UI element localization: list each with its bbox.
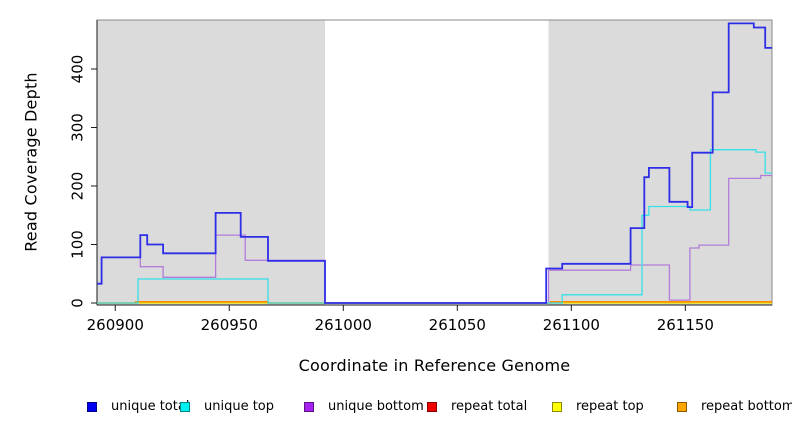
y-tick-label: 100 [68,230,86,259]
x-axis-title: Coordinate in Reference Genome [298,356,571,375]
x-tick-label: 261100 [543,316,600,334]
series-line-unique-total [97,22,772,304]
shaded-region [97,20,326,305]
x-tick-label: 261000 [315,316,372,334]
x-tick-label: 261050 [429,316,486,334]
y-tick-label: 300 [68,113,86,142]
x-tick-label: 260900 [87,316,144,334]
y-axis-title: Read Coverage Depth [21,72,41,252]
y-tick-label: 0 [68,298,86,308]
y-tick-label: 200 [68,172,86,201]
series-line-unique-top [97,149,772,304]
x-tick-label: 260950 [201,316,258,334]
x-tick-label: 261150 [657,316,714,334]
series-line-unique-bottom [97,174,772,304]
shaded-region [548,20,772,305]
y-tick-label: 400 [68,55,86,84]
